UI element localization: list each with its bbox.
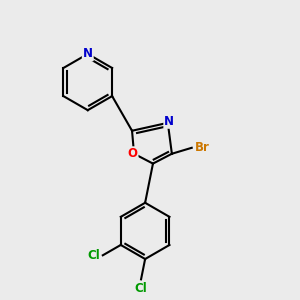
Text: N: N	[83, 47, 93, 60]
Text: Cl: Cl	[135, 282, 147, 295]
Text: Cl: Cl	[87, 249, 100, 262]
Text: N: N	[164, 115, 174, 128]
Text: Br: Br	[195, 141, 210, 154]
Text: O: O	[128, 147, 138, 160]
